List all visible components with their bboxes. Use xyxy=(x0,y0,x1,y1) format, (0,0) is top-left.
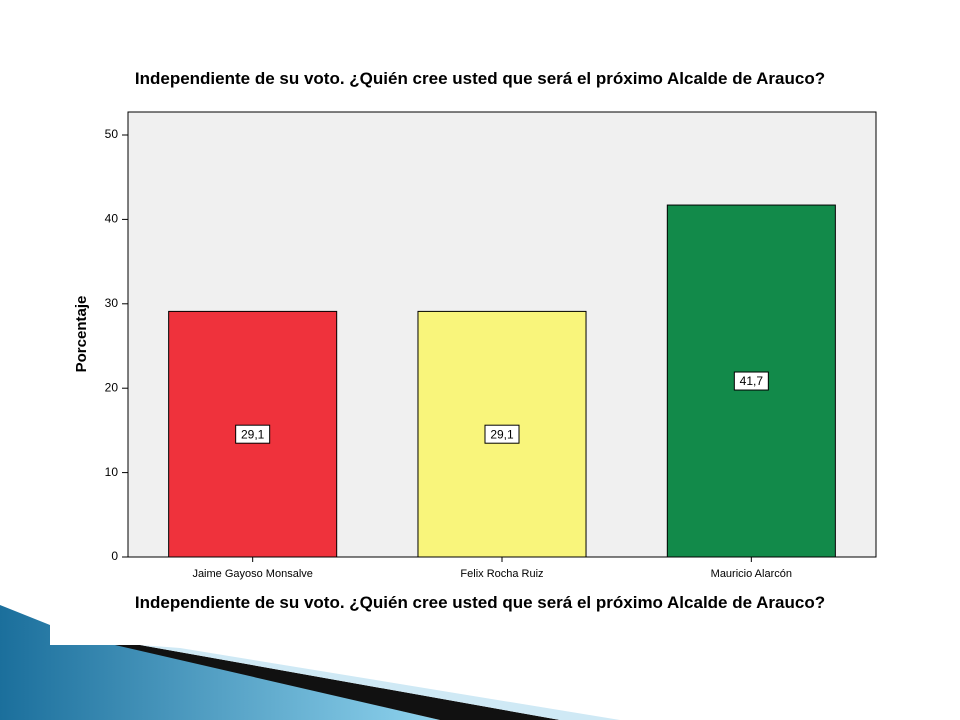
slide-decoration xyxy=(115,645,560,720)
y-tick-label: 10 xyxy=(105,465,119,479)
value-label: 29,1 xyxy=(490,427,514,441)
value-label-box xyxy=(235,424,271,444)
y-axis-title: Porcentaje xyxy=(73,296,90,373)
value-label-box xyxy=(484,424,520,444)
y-tick-label: 40 xyxy=(105,212,119,226)
y-tick-label: 30 xyxy=(105,296,119,310)
y-tick-label: 50 xyxy=(105,127,119,141)
slide-decoration xyxy=(140,645,620,720)
y-tick-label: 20 xyxy=(105,380,119,394)
x-tick-label: Jaime Gayoso Monsalve xyxy=(192,568,312,580)
chart-title: Independiente de su voto. ¿Quién cree us… xyxy=(134,69,826,88)
x-tick-label: Mauricio Alarcón xyxy=(711,568,792,580)
slide-decoration xyxy=(0,605,440,720)
y-tick-label: 0 xyxy=(111,549,118,563)
x-axis-title: Independiente de su voto. ¿Quién cree us… xyxy=(134,593,826,612)
value-label: 41,7 xyxy=(740,374,764,388)
value-label-box xyxy=(733,371,769,391)
x-tick-label: Felix Rocha Ruiz xyxy=(460,568,543,580)
value-label: 29,1 xyxy=(241,427,265,441)
